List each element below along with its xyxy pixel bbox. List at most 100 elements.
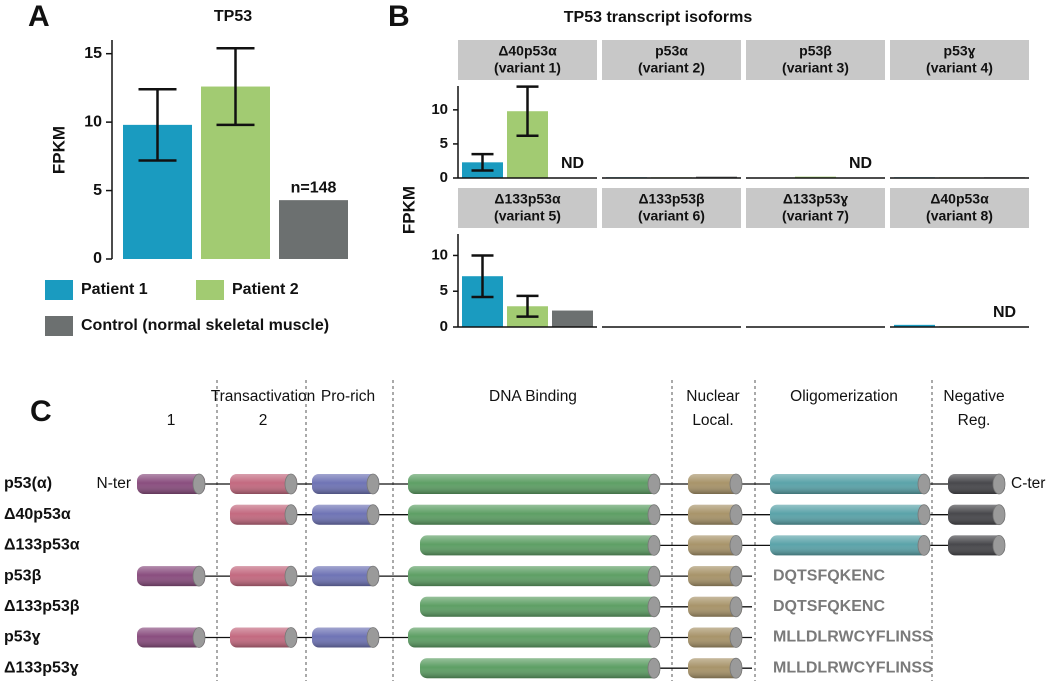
domain-cap [917, 473, 931, 495]
domain-cap [729, 596, 743, 618]
y-tick-label: 10 [431, 101, 448, 118]
facet-subtitle: (variant 2) [638, 60, 705, 76]
terminus: C-ter [1011, 475, 1045, 492]
domain-label: Pro-rich [321, 388, 375, 405]
domain-cap [917, 535, 931, 556]
facet-title: p53ɣ [944, 43, 976, 59]
facet-title: Δ40p53α [498, 43, 557, 59]
domain-cap [284, 473, 298, 495]
domain-cap [284, 565, 298, 587]
domain-shade [230, 504, 297, 525]
domain-shade [688, 596, 742, 617]
domain-shade [420, 658, 660, 679]
domain-shade [770, 474, 930, 494]
annotation: n=148 [291, 179, 337, 196]
domain-cap [284, 504, 298, 526]
domain-shade [312, 566, 379, 587]
annotation: ND [849, 155, 872, 172]
domain-shade [312, 474, 379, 494]
tail-sequence: DQTSFQKENC [773, 567, 885, 584]
y-tick-label: 10 [84, 113, 102, 130]
domain-shade [408, 504, 660, 525]
facet-strip [458, 188, 597, 228]
domain-cap [647, 657, 661, 679]
isoform-name: Δ133p53ɣ [4, 659, 79, 676]
facet-strip [890, 188, 1029, 228]
domain-cap [192, 473, 206, 495]
domain-shade [408, 474, 660, 494]
annotation: ND [561, 155, 584, 172]
facet-strip [458, 40, 597, 80]
domain-label: Negative [943, 388, 1004, 405]
domain-cap [992, 535, 1006, 556]
domain-shade [312, 504, 379, 525]
y-tick-label: 0 [440, 318, 448, 335]
bar [552, 310, 593, 327]
tail-sequence: MLLDLRWCYFLINSS [773, 629, 933, 646]
domain-shade [948, 474, 1005, 494]
domain-label: Reg. [958, 412, 991, 429]
domain-cap [192, 565, 206, 587]
facet-title: p53β [799, 43, 832, 59]
domain-shade [948, 535, 1005, 556]
domain-label: DNA Binding [489, 388, 577, 405]
legend-label: Control (normal skeletal muscle) [81, 317, 329, 334]
panel-label: B [388, 0, 410, 33]
domain-cap [992, 473, 1006, 495]
y-tick-label: 0 [93, 250, 102, 267]
facet-subtitle: (variant 7) [782, 208, 849, 224]
tail-sequence: DQTSFQKENC [773, 598, 885, 615]
y-tick-label: 5 [93, 182, 102, 199]
domain-cap [992, 504, 1006, 526]
annotation: ND [993, 304, 1016, 321]
bar [894, 324, 935, 327]
facet-strip [890, 40, 1029, 80]
facet-title: Δ133p53α [494, 191, 561, 207]
bar [279, 200, 348, 259]
domain-shade [688, 658, 742, 679]
domain-sublabel: 2 [259, 412, 268, 429]
domain-label: Oligomerization [790, 388, 898, 405]
domain-shade [688, 627, 742, 648]
domain-cap [729, 473, 743, 495]
facet-strip [746, 188, 885, 228]
y-axis-label: FPKM [49, 126, 68, 174]
tail-sequence: MLLDLRWCYFLINSS [773, 659, 933, 676]
y-tick-label: 15 [84, 45, 102, 62]
legend-swatch [45, 280, 73, 300]
domain-shade [137, 474, 205, 494]
facet-subtitle: (variant 1) [494, 60, 561, 76]
domain-shade [312, 627, 379, 648]
facet-title: p53α [655, 43, 688, 59]
domain-shade [948, 504, 1005, 525]
domain-cap [647, 504, 661, 526]
domain-shade [420, 535, 660, 556]
domain-shade [688, 474, 742, 494]
facet-subtitle: (variant 3) [782, 60, 849, 76]
domain-label: Transactivation [211, 388, 316, 405]
domain-shade [408, 627, 660, 648]
domain-cap [366, 504, 380, 526]
domain-cap [284, 627, 298, 648]
domain-cap [729, 504, 743, 526]
chart-title: TP53 transcript isoforms [564, 9, 753, 26]
facet-subtitle: (variant 6) [638, 208, 705, 224]
facet-strip [602, 40, 741, 80]
domain-cap [647, 473, 661, 495]
facet-subtitle: (variant 4) [926, 60, 993, 76]
y-tick-label: 5 [440, 282, 448, 299]
domain-cap [729, 657, 743, 679]
domain-cap [192, 627, 206, 648]
domain-shade [137, 566, 205, 587]
domain-shade [408, 566, 660, 587]
y-axis-label: FPKM [399, 186, 418, 234]
isoform-name: Δ133p53α [4, 537, 80, 554]
domain-shade [688, 535, 742, 556]
facet-strip [602, 188, 741, 228]
domain-shade [420, 596, 660, 617]
domain-cap [729, 565, 743, 587]
domain-cap [366, 565, 380, 587]
legend-swatch [45, 316, 73, 336]
